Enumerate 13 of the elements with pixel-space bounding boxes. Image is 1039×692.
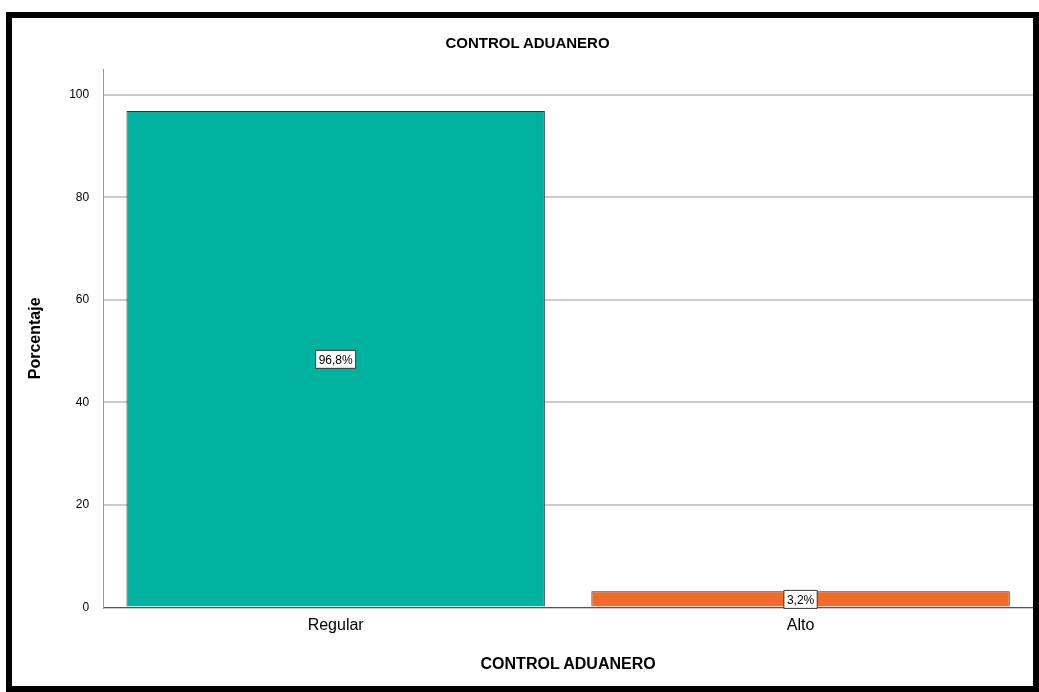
data-label: 3,2% xyxy=(786,592,815,607)
y-tick-label: 80 xyxy=(75,189,90,204)
y-tick-label: 100 xyxy=(69,86,90,101)
chart-title: CONTROL ADUANERO xyxy=(445,34,610,52)
y-axis-title: Porcentaje xyxy=(26,297,44,380)
x-tick-label: Regular xyxy=(307,615,365,633)
x-axis-title: CONTROL ADUANERO xyxy=(480,654,656,672)
y-tick-label: 0 xyxy=(82,599,90,614)
y-tick-label: 60 xyxy=(75,292,90,307)
y-tick-label: 20 xyxy=(75,497,90,512)
y-tick-label: 40 xyxy=(75,394,90,409)
data-label: 96,8% xyxy=(318,352,354,367)
x-tick-label: Alto xyxy=(786,615,815,633)
